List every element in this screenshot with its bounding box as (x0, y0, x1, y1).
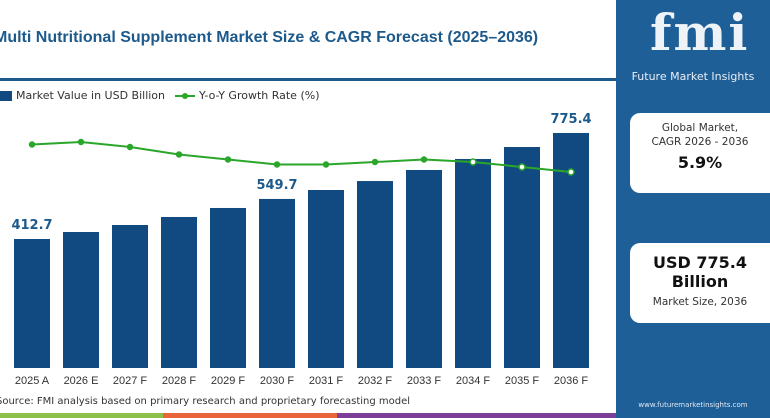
x-tick-label: 2032 F (358, 375, 393, 387)
bar-2 (112, 224, 148, 368)
bar-data-label: 775.4 (550, 112, 591, 127)
growth-point-1 (77, 138, 85, 146)
market-size-unit: Billion (671, 272, 729, 291)
chart-plot: 2025 A 412.7 2026 E 2027 F 2028 F 2029 F 2030 … (11, 112, 591, 387)
growth-point-11 (567, 168, 575, 176)
cagr-card: Global Market, CAGR 2026 - 2036 5.9% (630, 113, 770, 193)
cagr-label-1: Global Market, (661, 122, 739, 134)
x-tick-label: 2035 F (505, 375, 540, 387)
bar-8 (406, 169, 442, 368)
market-size-value: USD 775.4 (653, 253, 747, 272)
bar-1 (63, 232, 99, 368)
x-tick-label: 2027 F (113, 375, 148, 387)
source-note: Source: FMI analysis based on primary re… (0, 396, 411, 407)
bar-4 (210, 207, 246, 368)
bar-11 (553, 132, 589, 368)
bar-7 (357, 181, 393, 368)
x-tick-label: 2029 F (211, 375, 246, 387)
bar-data-label: 412.7 (11, 218, 52, 233)
growth-point-8 (420, 156, 428, 163)
cagr-value: 5.9% (677, 153, 723, 172)
bar-3 (161, 216, 197, 368)
market-size-card: USD 775.4 Billion Market Size, 2036 (630, 243, 770, 323)
color-strip-green (0, 413, 163, 418)
growth-point-5 (273, 161, 281, 168)
bar-10 (504, 147, 540, 368)
side-panel: fmi Future Market Insights Global Market… (616, 0, 770, 418)
bar-data-label: 549.7 (256, 178, 297, 193)
divider (0, 78, 616, 81)
growth-line (31, 140, 572, 173)
legend: Market Value in USD Billion Y-o-Y Growth… (0, 89, 319, 102)
x-tick-label: 2030 F (260, 375, 295, 387)
logo-subtitle: Future Market Insights (631, 70, 755, 83)
x-tick-label: 2028 F (162, 375, 197, 387)
fmi-logo: fmi (650, 3, 750, 62)
growth-point-3 (175, 151, 183, 158)
legend-line-label: Y-o-Y Growth Rate (%) (199, 89, 320, 102)
x-tick-label: 2031 F (309, 375, 344, 387)
growth-point-9 (469, 158, 477, 166)
chart-title: Multi Nutritional Supplement Market Size… (0, 29, 539, 46)
growth-point-10 (518, 163, 526, 171)
bar-9 (455, 158, 491, 368)
growth-point-6 (322, 161, 330, 168)
x-tick-label: 2036 F (554, 375, 589, 387)
x-tick-label: 2033 F (407, 375, 442, 387)
legend-bar-label: Market Value in USD Billion (16, 89, 166, 102)
bar-6 (308, 190, 344, 368)
market-size-label: Market Size, 2036 (652, 296, 748, 308)
growth-point-7 (371, 158, 379, 166)
growth-point-2 (126, 143, 134, 151)
growth-point-4 (224, 156, 232, 163)
website-url: www.futuremarketinsights.com (638, 401, 748, 409)
x-tick-label: 2025 A (15, 375, 50, 387)
x-tick-label: 2034 F (456, 375, 491, 387)
growth-point-0 (28, 141, 36, 148)
legend-line-swatch (175, 92, 196, 99)
color-strip-purple (337, 413, 616, 418)
bar-0 (14, 239, 50, 368)
cagr-label-2: CAGR 2026 - 2036 (651, 136, 749, 148)
color-strip-orange (163, 413, 337, 418)
bar-5 (259, 198, 295, 368)
legend-bar-swatch (0, 90, 12, 101)
x-tick-label: 2026 E (64, 375, 99, 387)
